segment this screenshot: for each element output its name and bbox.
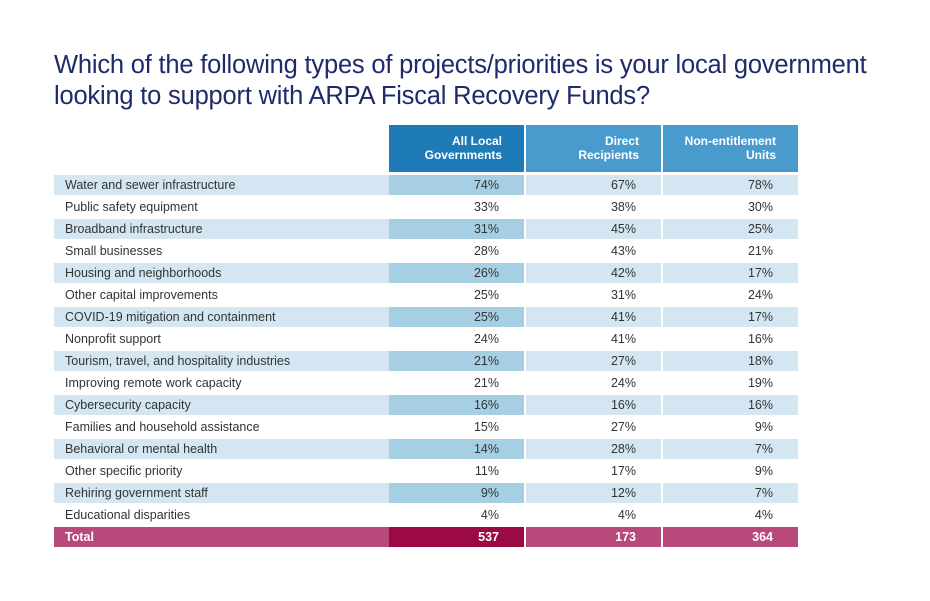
cell-direct-recipients: 31% [610,288,636,302]
header-line: Units [746,148,776,162]
row-label: Improving remote work capacity [65,376,242,390]
table-body: Water and sewer infrastructure 74% 67% 78% P… [54,175,798,525]
row-label: Other specific priority [65,464,183,478]
row-label: Small businesses [65,244,163,258]
cell-all-local-governments: 21% [389,351,524,371]
cell-all-local-governments: 14% [389,439,524,459]
total-row: Total 537 173 364 [54,527,798,547]
cell-non-entitlement-units: 24% [747,288,773,302]
cell-all-local-governments: 16% [389,395,524,415]
row-label: Public safety equipment [65,200,198,214]
header-line: Governments [424,148,502,162]
table-row: Small businesses 28% 43% 21% [54,241,798,261]
table-row: Behavioral or mental health 14% 28% 7% [54,439,798,459]
cell-direct-recipients: 45% [526,219,661,239]
cell-all-local-governments: 9% [389,483,524,503]
header-all-local-governments: All Local Governments [389,125,524,172]
total-non-entitlement-units: 364 [663,527,798,547]
cell-non-entitlement-units: 17% [663,263,798,283]
header-line: Non-entitlement [684,134,776,148]
row-label: Tourism, travel, and hospitality industr… [54,351,389,371]
cell-all-local-governments: 28% [473,244,499,258]
total-direct-recipients: 173 [526,527,661,547]
table-row: Broadband infrastructure 31% 45% 25% [54,219,798,239]
cell-all-local-governments: 21% [473,376,499,390]
header-line: Recipients [578,148,639,162]
cell-non-entitlement-units: 18% [663,351,798,371]
table-row: Other capital improvements 25% 31% 24% [54,285,798,305]
cell-direct-recipients: 27% [526,351,661,371]
cell-non-entitlement-units: 16% [747,332,773,346]
cell-non-entitlement-units: 9% [754,464,773,478]
cell-direct-recipients: 43% [610,244,636,258]
cell-all-local-governments: 26% [389,263,524,283]
row-label: Water and sewer infrastructure [54,175,389,195]
table-row: Housing and neighborhoods 26% 42% 17% [54,263,798,283]
cell-direct-recipients: 28% [526,439,661,459]
row-label: Rehiring government staff [54,483,389,503]
table-row: Cybersecurity capacity 16% 16% 16% [54,395,798,415]
table-row: Educational disparities 4% 4% 4% [54,505,798,525]
cell-direct-recipients: 42% [526,263,661,283]
cell-non-entitlement-units: 7% [663,439,798,459]
row-label: Nonprofit support [65,332,161,346]
table-row: Tourism, travel, and hospitality industr… [54,351,798,371]
table-row: COVID-19 mitigation and containment 25% 41… [54,307,798,327]
header-non-entitlement-units: Non-entitlement Units [663,125,798,172]
cell-direct-recipients: 27% [610,420,636,434]
cell-direct-recipients: 12% [526,483,661,503]
total-label: Total [54,527,389,547]
cell-all-local-governments: 11% [474,464,499,478]
page-title: Which of the following types of projects… [54,51,867,110]
cell-direct-recipients: 24% [610,376,636,390]
table-row: Water and sewer infrastructure 74% 67% 78% [54,175,798,195]
header-direct-recipients: Direct Recipients [526,125,661,172]
table-header: All Local Governments Direct Recipients … [54,125,798,172]
cell-all-local-governments: 4% [480,508,499,522]
cell-direct-recipients: 41% [610,332,636,346]
cell-all-local-governments: 25% [389,307,524,327]
row-label: Educational disparities [65,508,191,522]
row-label: Families and household assistance [65,420,260,434]
total-all-local-governments: 537 [389,527,524,547]
table-row: Rehiring government staff 9% 12% 7% [54,483,798,503]
header-blank [54,125,389,172]
cell-all-local-governments: 24% [473,332,499,346]
cell-direct-recipients: 16% [526,395,661,415]
cell-all-local-governments: 25% [473,288,499,302]
row-label: Housing and neighborhoods [54,263,389,283]
cell-non-entitlement-units: 9% [754,420,773,434]
table-row: Improving remote work capacity 21% 24% 19% [54,373,798,393]
row-label: Behavioral or mental health [54,439,389,459]
header-line: Direct [604,134,639,148]
cell-non-entitlement-units: 21% [747,244,773,258]
cell-direct-recipients: 4% [617,508,636,522]
row-label: COVID-19 mitigation and containment [54,307,389,327]
table-row: Families and household assistance 15% 27% 9… [54,417,798,437]
table-row: Other specific priority 11% 17% 9% [54,461,798,481]
cell-direct-recipients: 17% [610,464,636,478]
row-label: Other capital improvements [65,288,218,302]
table-row: Public safety equipment 33% 38% 30% [54,197,798,217]
cell-all-local-governments: 74% [389,175,524,195]
data-table: All Local Governments Direct Recipients … [54,125,798,549]
row-label: Cybersecurity capacity [54,395,389,415]
cell-non-entitlement-units: 7% [663,483,798,503]
table-row: Nonprofit support 24% 41% 16% [54,329,798,349]
cell-direct-recipients: 38% [610,200,636,214]
cell-direct-recipients: 41% [526,307,661,327]
cell-non-entitlement-units: 25% [663,219,798,239]
cell-non-entitlement-units: 16% [663,395,798,415]
row-label: Broadband infrastructure [54,219,389,239]
cell-all-local-governments: 15% [473,420,499,434]
cell-non-entitlement-units: 78% [663,175,798,195]
cell-non-entitlement-units: 19% [747,376,773,390]
cell-all-local-governments: 33% [473,200,499,214]
cell-direct-recipients: 67% [526,175,661,195]
cell-non-entitlement-units: 17% [663,307,798,327]
cell-non-entitlement-units: 30% [747,200,773,214]
cell-non-entitlement-units: 4% [754,508,773,522]
cell-all-local-governments: 31% [389,219,524,239]
header-line: All Local [451,134,502,148]
